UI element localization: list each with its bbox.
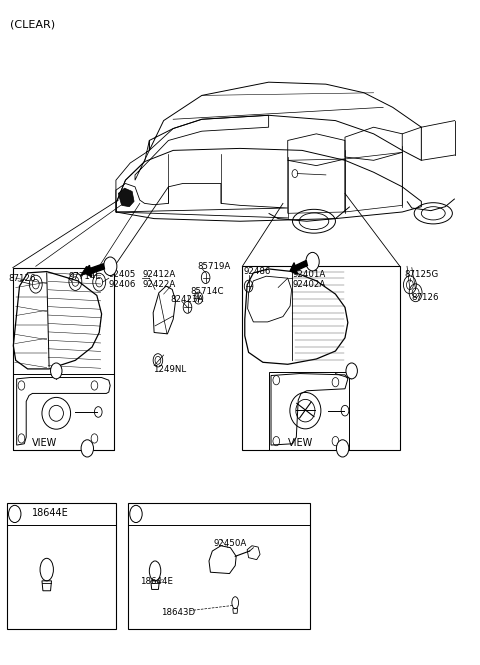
Text: 85714C: 85714C	[190, 287, 223, 296]
FancyArrow shape	[290, 261, 307, 274]
Text: 87125G: 87125G	[405, 271, 439, 279]
Polygon shape	[118, 188, 134, 207]
Text: A: A	[107, 262, 114, 271]
Text: 18644E: 18644E	[140, 577, 173, 586]
Text: 92422A: 92422A	[142, 280, 175, 289]
Bar	[7, 503, 116, 629]
Text: 82423A: 82423A	[171, 295, 204, 304]
Text: 92401A: 92401A	[292, 271, 326, 279]
Text: VIEW: VIEW	[288, 438, 313, 448]
Circle shape	[306, 253, 319, 271]
Text: B: B	[339, 444, 346, 453]
Text: 92412A: 92412A	[142, 271, 175, 279]
Bar	[13, 267, 114, 450]
Text: a: a	[53, 366, 59, 376]
Bar	[269, 372, 349, 450]
Text: 97714L: 97714L	[68, 272, 100, 281]
Text: 18644E: 18644E	[33, 508, 69, 518]
Text: VIEW: VIEW	[33, 438, 58, 448]
Text: 1249NL: 1249NL	[153, 365, 186, 374]
Text: A: A	[84, 444, 91, 453]
Circle shape	[104, 257, 117, 275]
Circle shape	[9, 505, 21, 523]
Bar	[242, 266, 400, 450]
Text: B: B	[309, 257, 316, 266]
Text: 87126: 87126	[8, 275, 36, 283]
Text: (CLEAR): (CLEAR)	[10, 20, 55, 30]
Text: 92486: 92486	[244, 267, 271, 276]
Text: 85719A: 85719A	[197, 262, 230, 271]
Text: 92406: 92406	[109, 280, 136, 289]
Circle shape	[130, 505, 142, 523]
Circle shape	[346, 363, 358, 379]
Text: 18643D: 18643D	[161, 608, 195, 617]
FancyArrow shape	[85, 264, 105, 277]
Circle shape	[81, 440, 94, 457]
Text: 92402A: 92402A	[292, 280, 326, 289]
Text: a: a	[12, 509, 18, 519]
Circle shape	[336, 440, 349, 457]
Text: b: b	[133, 509, 139, 519]
Bar	[128, 503, 310, 629]
Text: 92405: 92405	[109, 271, 136, 279]
Text: 87126: 87126	[412, 293, 439, 302]
Bar	[13, 374, 114, 450]
Text: 92450A: 92450A	[214, 539, 247, 547]
Circle shape	[50, 363, 62, 379]
Text: b: b	[348, 366, 355, 376]
Polygon shape	[80, 266, 95, 276]
